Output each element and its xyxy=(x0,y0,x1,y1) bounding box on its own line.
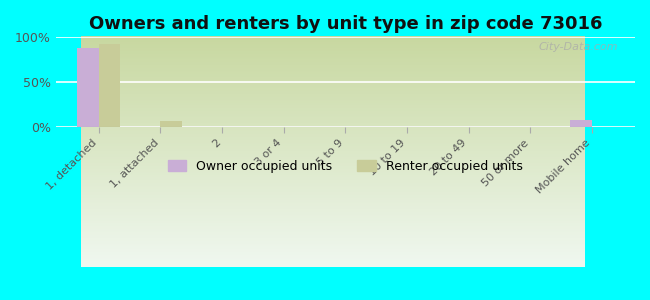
Title: Owners and renters by unit type in zip code 73016: Owners and renters by unit type in zip c… xyxy=(88,15,602,33)
Bar xyxy=(570,120,592,127)
Bar xyxy=(99,44,120,127)
Legend: Owner occupied units, Renter occupied units: Owner occupied units, Renter occupied un… xyxy=(168,160,523,173)
Bar xyxy=(77,48,99,127)
Text: City-Data.com: City-Data.com xyxy=(538,42,617,52)
Bar xyxy=(161,121,182,127)
